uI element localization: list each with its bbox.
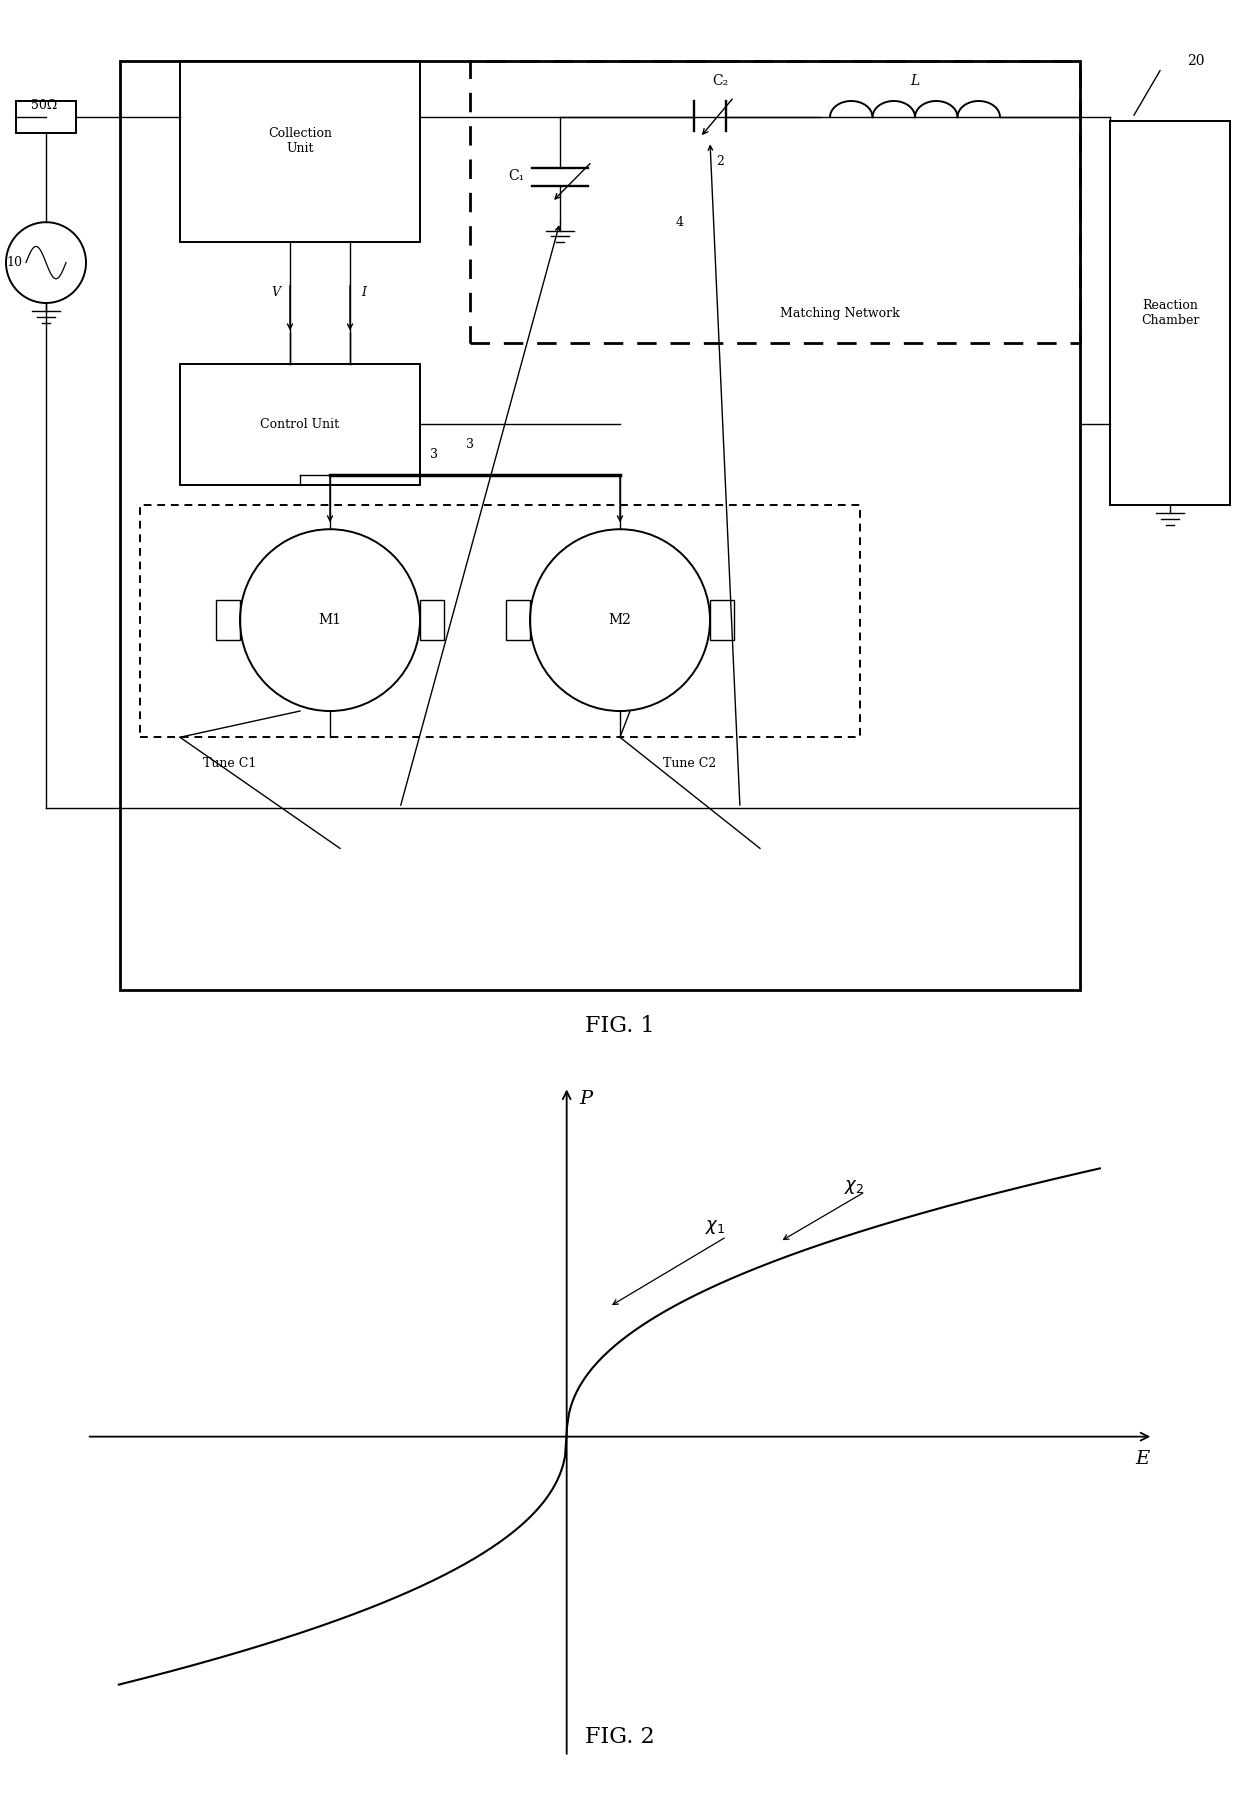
Text: FIG. 2: FIG. 2: [585, 1726, 655, 1748]
Text: C₁: C₁: [508, 168, 525, 183]
Text: Reaction
Chamber: Reaction Chamber: [1141, 299, 1199, 328]
Text: Tune C2: Tune C2: [663, 757, 717, 770]
Text: C₂: C₂: [712, 74, 728, 87]
Text: 20: 20: [1187, 54, 1205, 67]
Text: FIG. 1: FIG. 1: [585, 1016, 655, 1038]
Text: V: V: [272, 286, 280, 299]
Text: 10: 10: [6, 255, 22, 270]
Text: Matching Network: Matching Network: [780, 306, 900, 319]
Text: $\chi_{1}$: $\chi_{1}$: [706, 1217, 725, 1235]
Text: 4: 4: [676, 216, 684, 228]
Text: 2: 2: [715, 156, 724, 168]
Text: M1: M1: [319, 614, 341, 627]
Text: 3: 3: [430, 447, 438, 462]
Text: Collection
Unit: Collection Unit: [268, 127, 332, 156]
Text: 3: 3: [466, 438, 474, 451]
Text: $\chi_{2}$: $\chi_{2}$: [844, 1177, 864, 1195]
Text: P: P: [579, 1090, 593, 1108]
Text: Tune C1: Tune C1: [203, 757, 257, 770]
Text: L: L: [910, 74, 920, 87]
Text: M2: M2: [609, 614, 631, 627]
Text: E: E: [1136, 1449, 1149, 1467]
Text: I: I: [362, 286, 367, 299]
Text: Control Unit: Control Unit: [260, 418, 340, 431]
Text: 50Ω: 50Ω: [31, 98, 57, 112]
